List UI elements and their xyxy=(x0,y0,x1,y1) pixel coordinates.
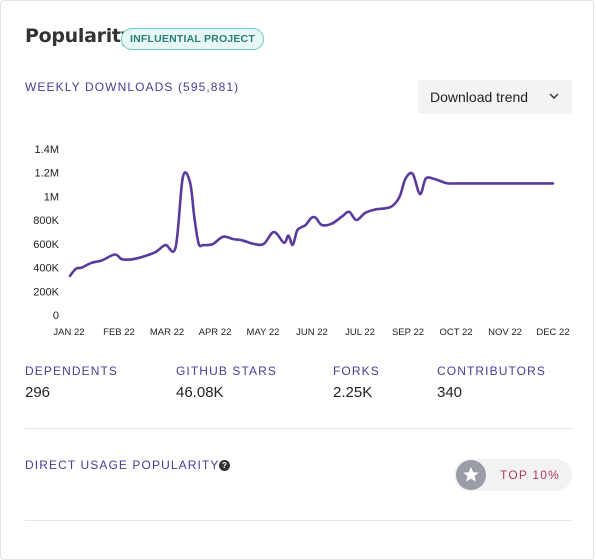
direct-usage-label: DIRECT USAGE POPULARITY xyxy=(25,458,220,472)
weekly-downloads-label: WEEKLY DOWNLOADS (595,881) xyxy=(25,80,240,94)
stat-value: 46.08K xyxy=(176,384,224,401)
popularity-rank-badge: TOP 10% xyxy=(454,459,572,491)
divider xyxy=(25,520,572,521)
x-tick-label: JUL 22 xyxy=(345,327,375,338)
stat-github-stars: GITHUB STARS 46.08K xyxy=(176,364,277,401)
y-tick-label: 200K xyxy=(33,286,59,298)
y-tick-label: 0 xyxy=(53,310,59,322)
x-tick-label: MAR 22 xyxy=(150,327,184,338)
y-tick-label: 600K xyxy=(33,239,59,251)
stats-row: DEPENDENTS 296 GITHUB STARS 46.08K FORKS… xyxy=(1,364,596,414)
y-tick-label: 1.2M xyxy=(35,168,59,180)
downloads-series-line xyxy=(68,171,555,278)
x-tick-label: APR 22 xyxy=(199,327,232,338)
stat-label: CONTRIBUTORS xyxy=(437,364,546,378)
dropdown-selected-value: Download trend xyxy=(430,89,529,105)
y-tick-label: 400K xyxy=(33,263,59,275)
x-tick-label: MAY 22 xyxy=(247,327,280,338)
x-tick-label: JAN 22 xyxy=(53,327,84,338)
stat-contributors: CONTRIBUTORS 340 xyxy=(437,364,546,401)
stat-forks: FORKS 2.25K xyxy=(333,364,380,401)
influential-project-badge: INFLUENTIAL PROJECT xyxy=(121,28,264,50)
stat-label: DEPENDENTS xyxy=(25,364,119,378)
star-circle xyxy=(456,460,486,490)
rank-text: TOP 10% xyxy=(500,468,560,482)
weekly-downloads-chart: 0 200K 400K 600K 800K 1M 1.2M 1.4M JAN 22 FEB 22 M… xyxy=(33,144,569,338)
stat-value: 296 xyxy=(25,384,51,401)
x-tick-label: OCT 22 xyxy=(439,327,472,338)
y-tick-label: 800K xyxy=(33,215,59,227)
x-tick-label: DEC 22 xyxy=(536,327,569,338)
section-title: Popularity xyxy=(25,25,133,47)
stat-dependents: DEPENDENTS 296 xyxy=(25,364,118,401)
divider xyxy=(25,428,572,429)
x-tick-label: SEP 22 xyxy=(392,327,424,338)
stat-label: FORKS xyxy=(333,364,380,378)
x-tick-label: NOV 22 xyxy=(488,327,522,338)
star-icon xyxy=(463,467,479,482)
stat-value: 2.25K xyxy=(333,384,373,401)
x-tick-label: FEB 22 xyxy=(103,327,135,338)
y-tick-label: 1.4M xyxy=(35,144,59,156)
stat-value: 340 xyxy=(437,384,463,401)
x-tick-label: JUN 22 xyxy=(296,327,328,338)
chevron-down-icon xyxy=(549,93,559,99)
stat-label: GITHUB STARS xyxy=(176,364,277,378)
question-circle-icon[interactable]: ? xyxy=(219,460,230,471)
y-tick-label: 1M xyxy=(44,191,59,203)
download-trend-dropdown[interactable]: Download trend xyxy=(418,80,572,114)
